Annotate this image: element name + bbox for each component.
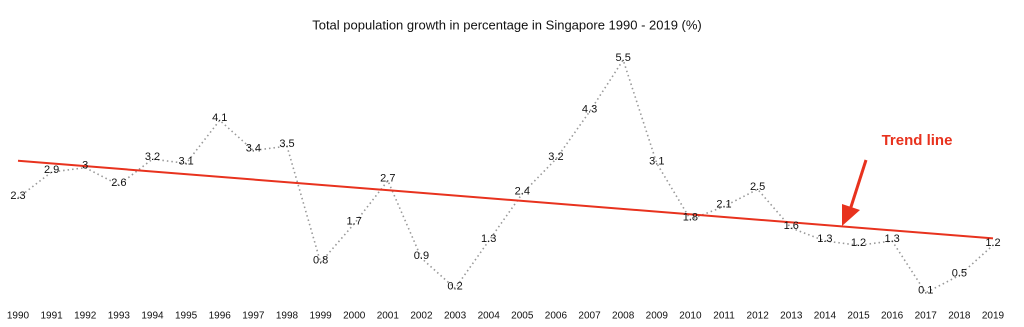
data-label: 1.7 xyxy=(347,216,362,228)
x-tick-label: 2014 xyxy=(814,311,837,322)
data-label: 2.5 xyxy=(750,181,765,193)
data-label: 1.2 xyxy=(851,237,866,249)
x-tick-label: 2003 xyxy=(444,311,467,322)
x-tick-label: 1998 xyxy=(276,311,299,322)
data-label: 2.4 xyxy=(515,185,530,197)
data-label: 4.1 xyxy=(212,112,227,124)
x-tick-label: 1996 xyxy=(209,311,232,322)
data-label: 0.5 xyxy=(952,267,967,279)
x-tick-label: 1999 xyxy=(309,311,332,322)
chart-title: Total population growth in percentage in… xyxy=(312,17,702,32)
data-label: 3.5 xyxy=(279,138,294,150)
x-tick-label: 1995 xyxy=(175,311,198,322)
x-tick-label: 2002 xyxy=(410,311,433,322)
x-tick-label: 2006 xyxy=(545,311,568,322)
x-tick-label: 2010 xyxy=(679,311,702,322)
trend-annotation: Trend line xyxy=(882,132,953,149)
data-label: 5.5 xyxy=(616,52,631,64)
x-tick-label: 1990 xyxy=(7,311,30,322)
x-tick-label: 1991 xyxy=(40,311,63,322)
data-label: 2.1 xyxy=(716,198,731,210)
x-tick-label: 2019 xyxy=(982,311,1005,322)
x-tick-label: 1992 xyxy=(74,311,97,322)
x-tick-label: 2017 xyxy=(915,311,938,322)
data-label: 2.6 xyxy=(111,177,126,189)
data-line xyxy=(17,58,994,294)
x-tick-label: 2013 xyxy=(780,311,803,322)
data-label: 3.1 xyxy=(649,155,664,167)
data-label: 4.3 xyxy=(582,104,597,116)
data-label: 3.2 xyxy=(548,151,563,163)
x-tick-label: 2005 xyxy=(511,311,534,322)
x-tick-label: 2008 xyxy=(612,311,635,322)
data-label: 3.2 xyxy=(145,151,160,163)
data-label: 3.1 xyxy=(178,155,193,167)
data-label: 0.1 xyxy=(918,285,933,297)
data-label: 2.3 xyxy=(10,190,25,202)
x-tick-label: 2009 xyxy=(646,311,669,322)
x-tick-label: 2012 xyxy=(747,311,770,322)
x-tick-label: 2001 xyxy=(377,311,400,322)
data-label: 1.6 xyxy=(784,220,799,232)
x-tick-label: 1997 xyxy=(242,311,265,322)
x-tick-label: 2018 xyxy=(948,311,971,322)
x-tick-label: 2007 xyxy=(578,311,601,322)
trend-line xyxy=(17,159,994,240)
data-label: 1.2 xyxy=(985,237,1000,249)
x-tick-label: 2000 xyxy=(343,311,366,322)
x-tick-label: 2015 xyxy=(847,311,870,322)
x-tick-label: 2016 xyxy=(881,311,904,322)
data-label: 0.9 xyxy=(414,250,429,262)
data-label: 1.3 xyxy=(884,233,899,245)
x-tick-label: 2004 xyxy=(478,311,501,322)
annotation-arrow xyxy=(842,159,868,226)
x-tick-label: 1994 xyxy=(141,311,164,322)
data-label: 0.2 xyxy=(447,280,462,292)
data-label: 0.8 xyxy=(313,254,328,266)
data-label: 3.4 xyxy=(246,142,261,154)
data-label: 1.8 xyxy=(683,211,698,223)
x-tick-label: 2011 xyxy=(713,311,735,322)
x-tick-label: 1993 xyxy=(108,311,131,322)
data-label: 1.3 xyxy=(817,233,832,245)
data-label: 2.7 xyxy=(380,173,395,185)
data-label: 1.3 xyxy=(481,233,496,245)
data-label: 2.9 xyxy=(44,164,59,176)
data-label: 3 xyxy=(82,160,88,172)
